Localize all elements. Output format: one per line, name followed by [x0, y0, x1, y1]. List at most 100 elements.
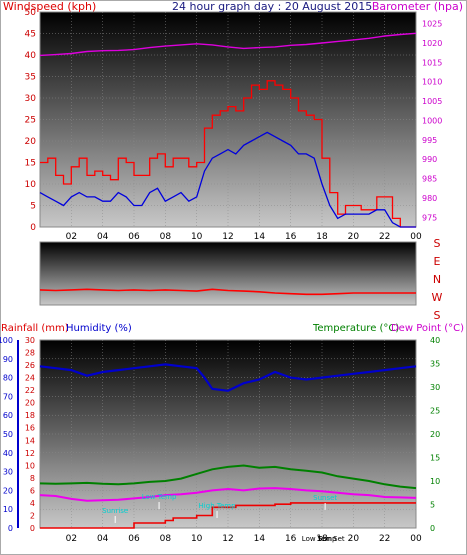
compass-label: N [433, 273, 441, 286]
humidity-axis-label: Humidity (%) [66, 323, 132, 334]
climate-x-axis-ticks: 02 04 06 08 10 12 14 16 18 20 22 00 [66, 534, 422, 544]
temperature-tick-label: 5 [430, 501, 435, 510]
wind-series [39, 32, 417, 228]
compass-label: S [434, 237, 441, 250]
windspeed-tick-label: 25 [25, 116, 36, 126]
windspeed-tick-label: 0 [30, 223, 36, 233]
humidity-tick-label: 50 [3, 430, 13, 439]
direction-plot-background [39, 241, 417, 306]
rain-tick-label: 2 [30, 511, 35, 520]
barometer-line [39, 32, 417, 57]
temperature-line [39, 464, 417, 490]
annotation-label: Sunrise [102, 507, 128, 515]
windspeed-tick-label: 10 [25, 180, 37, 190]
climate-gridlines [17, 339, 417, 529]
rain-tick-label: 22 [25, 386, 35, 395]
humidity-axis-ticks: 0 10 20 30 40 50 60 70 80 90 100 [0, 336, 13, 533]
humidity-tick-label: 40 [3, 449, 13, 458]
rain-tick-label: 26 [25, 361, 35, 370]
windspeed-tick-label: 45 [25, 30, 36, 40]
rain-tick-label: 16 [25, 424, 35, 433]
humidity-tick-label: 30 [3, 468, 13, 477]
annotation-label: Sunset [313, 494, 337, 502]
windspeed-axis-label: Windspeed (kph) [3, 0, 96, 13]
wind-x-tick-label: 08 [160, 232, 172, 242]
wind-x-tick-label: 06 [128, 232, 140, 242]
rain-tick-label: 6 [30, 486, 35, 495]
rain-tick-label: 0 [30, 524, 35, 533]
climate-x-tick-label: 20 [348, 534, 360, 544]
wind-x-tick-label: 00 [410, 232, 422, 242]
wind-x-tick-label: 12 [222, 232, 233, 242]
temperature-tick-label: 0 [430, 524, 435, 533]
rain-tick-label: 28 [25, 349, 35, 358]
climate-x-tick-label: 14 [254, 534, 266, 544]
barometer-axis-ticks: 975 980 985 990 995 1000 1005 1010 1015 1020 1025 [422, 20, 442, 223]
barometer-tick-label: 975 [422, 213, 437, 222]
chart-title: 24 hour graph day : 20 August 2015 [172, 0, 372, 13]
rainfall-axis-label: Rainfall (mm) [1, 323, 69, 334]
annotation-label: Low Temp [302, 535, 337, 543]
temperature-tick-label: 30 [430, 383, 440, 392]
rain-tick-label: 8 [30, 474, 35, 483]
wind-average-line [39, 131, 416, 228]
climate-x-tick-label: 02 [66, 534, 77, 544]
humidity-tick-label: 60 [3, 411, 13, 420]
windspeed-line [40, 80, 416, 228]
rain-tick-label: 14 [25, 436, 35, 445]
humidity-tick-label: 10 [3, 505, 13, 514]
temperature-tick-label: 35 [430, 360, 440, 369]
humidity-tick-label: 20 [3, 486, 13, 495]
temperature-tick-label: 25 [430, 407, 440, 416]
windspeed-axis-ticks: 0 5 10 15 20 25 30 35 40 45 50 [25, 8, 37, 233]
rain-tick-label: 20 [25, 399, 35, 408]
barometer-tick-label: 1010 [422, 78, 442, 87]
barometer-tick-label: 995 [422, 136, 437, 145]
barometer-tick-label: 990 [422, 155, 437, 164]
barometer-axis-label: Barometer (hpa) [372, 0, 463, 13]
wind-x-tick-label: 22 [379, 232, 390, 242]
rain-tick-label: 10 [25, 461, 35, 470]
compass-label: E [434, 255, 441, 268]
windspeed-tick-label: 40 [25, 51, 37, 61]
temperature-tick-label: 40 [430, 336, 440, 345]
climate-series [39, 363, 417, 529]
annotation-label: High Temp [199, 502, 237, 510]
wind-x-tick-label: 10 [191, 232, 203, 242]
humidity-tick-label: 0 [8, 524, 13, 533]
climate-x-tick-label: 04 [97, 534, 109, 544]
barometer-tick-label: 1000 [422, 116, 442, 125]
wind-x-axis-ticks: 02 04 06 08 10 12 14 16 18 20 22 00 [66, 232, 422, 242]
barometer-tick-label: 1015 [422, 58, 442, 67]
humidity-tick-label: 100 [0, 336, 13, 345]
humidity-line [39, 363, 417, 392]
barometer-tick-label: 985 [422, 175, 437, 184]
wind-x-tick-label: 14 [254, 232, 266, 242]
barometer-tick-label: 1005 [422, 97, 442, 106]
compass-label: W [432, 291, 443, 304]
direction-series [39, 288, 416, 296]
windspeed-tick-label: 50 [25, 8, 37, 18]
wind-x-tick-label: 20 [348, 232, 360, 242]
climate-x-tick-label: 18 [316, 534, 328, 544]
annotation-label: Sun Set [318, 535, 345, 543]
rain-tick-label: 4 [30, 499, 35, 508]
temperature-tick-label: 20 [430, 430, 440, 439]
wind-x-tick-label: 02 [66, 232, 77, 242]
temperature-axis-label: Temperature (°C) [312, 323, 399, 334]
windspeed-tick-label: 30 [25, 94, 37, 104]
rain-tick-label: 30 [25, 336, 35, 345]
windspeed-tick-label: 5 [30, 202, 36, 212]
temperature-axis-ticks: 0 5 10 15 20 25 30 35 40 [430, 336, 440, 533]
climate-x-tick-label: 12 [222, 534, 233, 544]
windspeed-tick-label: 35 [25, 73, 36, 83]
windspeed-tick-label: 15 [25, 159, 36, 169]
annotation-label: Low Temp [142, 493, 177, 501]
